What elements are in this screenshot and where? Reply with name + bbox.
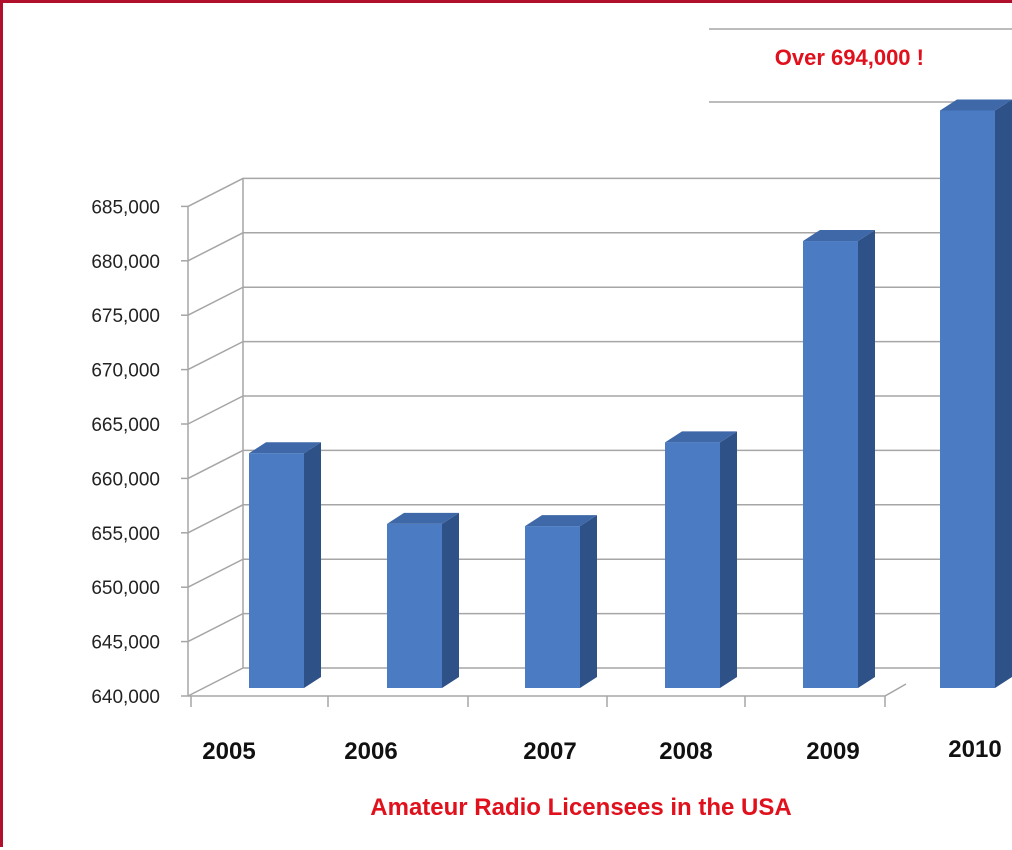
- y-tick-label: 640,000: [91, 687, 160, 708]
- bar-2010: [940, 99, 1012, 689]
- bar-front: [387, 523, 442, 688]
- bar-side: [995, 99, 1012, 689]
- gridline: [187, 286, 1012, 316]
- x-tick-label: 2009: [806, 738, 859, 765]
- gridline: [187, 177, 1012, 208]
- bar-2009: [803, 230, 875, 689]
- bar-chart: 640,000 645,000 650,000 655,000 660,000 665,0…: [91, 28, 1012, 821]
- x-axis: 2005 2006 2007 2008 2009 2010: [202, 736, 1001, 765]
- x-tick-label: 2005: [202, 738, 255, 765]
- y-axis: 640,000 645,000 650,000 655,000 660,000 665,0…: [91, 197, 188, 708]
- y-tick-label: 650,000: [91, 578, 160, 599]
- gridline: [187, 558, 1012, 588]
- bar-top: [525, 515, 597, 527]
- y-tick-label: 655,000: [91, 524, 160, 545]
- bar-side: [442, 512, 459, 688]
- x-tick-label: 2010: [948, 736, 1001, 763]
- x-tick-label: 2007: [523, 738, 576, 765]
- y-tick-label: 645,000: [91, 633, 160, 654]
- bars-layer: [249, 99, 1012, 689]
- y-tick-label: 685,000: [91, 197, 160, 218]
- gridline: [187, 395, 1012, 425]
- bar-front: [940, 110, 995, 689]
- annotation-label: Over 694,000 !: [775, 45, 924, 70]
- gridline: [187, 504, 1012, 534]
- annotation-layer: Over 694,000 !: [775, 45, 924, 70]
- gridline: [187, 340, 1012, 371]
- y-tick-label: 680,000: [91, 252, 160, 273]
- bar-side: [580, 515, 597, 688]
- gridline: [187, 667, 1012, 697]
- bar-top: [803, 230, 875, 242]
- bar-2005: [249, 442, 321, 688]
- y-tick-label: 660,000: [91, 469, 160, 490]
- bar-front: [249, 453, 304, 688]
- bar-2006: [387, 512, 459, 688]
- bar-front: [665, 442, 720, 688]
- gridline: [187, 232, 1012, 262]
- chart-title: Amateur Radio Licensees in the USA: [370, 794, 791, 821]
- y-tick-label: 665,000: [91, 415, 160, 436]
- y-tick-label: 675,000: [91, 306, 160, 327]
- x-tick-label: 2006: [344, 738, 397, 765]
- bar-side: [304, 442, 321, 688]
- bar-2008: [665, 431, 737, 688]
- y-tick-label: 670,000: [91, 361, 160, 382]
- bar-front: [525, 526, 580, 688]
- gridline: [187, 612, 1012, 643]
- bar-top: [940, 99, 1012, 111]
- bar-top: [249, 442, 321, 454]
- bar-top: [665, 431, 737, 443]
- x-tick-label: 2008: [659, 738, 712, 765]
- gridline: [187, 449, 1012, 480]
- floor-edge-depth: [884, 683, 907, 697]
- bar-2007: [525, 515, 597, 688]
- bar-side: [720, 431, 737, 688]
- bar-front: [803, 241, 858, 689]
- bar-top: [387, 512, 459, 524]
- bar-side: [858, 230, 875, 689]
